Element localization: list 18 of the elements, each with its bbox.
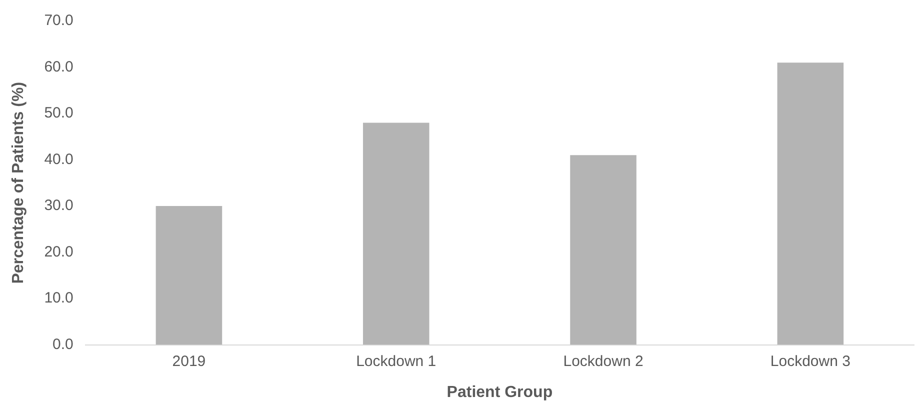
bar <box>362 122 430 345</box>
bar <box>570 155 636 345</box>
x-tick-label: Lockdown 3 <box>770 352 850 370</box>
y-tick-label: 60.0 <box>44 58 74 76</box>
bar <box>156 206 222 345</box>
y-axis-title: Percentage of Patients (%) <box>10 82 28 284</box>
y-tick-label: 40.0 <box>44 150 74 168</box>
y-tick-label: 0.0 <box>52 336 74 353</box>
bar <box>777 62 844 345</box>
y-tick-label: 30.0 <box>44 197 74 214</box>
y-tick-label: 20.0 <box>44 243 74 260</box>
x-tick-label: Lockdown 2 <box>563 352 644 370</box>
y-tick-label: 10.0 <box>44 290 74 307</box>
x-tick-label: Lockdown 1 <box>356 352 436 370</box>
x-axis-title: Patient Group <box>446 384 553 401</box>
x-tick-label: 2019 <box>172 352 206 370</box>
y-tick-label: 70.0 <box>44 12 74 30</box>
y-tick-label: 50.0 <box>44 104 74 122</box>
